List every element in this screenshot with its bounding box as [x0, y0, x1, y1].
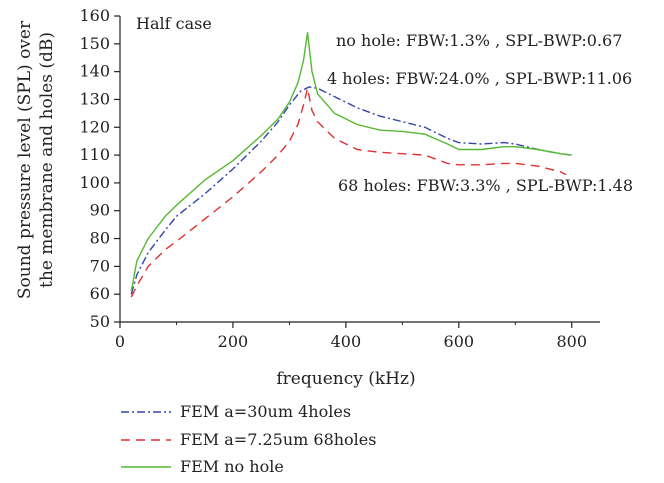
y-tick-label: 60	[90, 284, 110, 303]
y-tick-label: 70	[90, 256, 110, 275]
legend-label-4holes: FEM a=30um 4holes	[180, 402, 351, 421]
annotation-no-hole: no hole: FBW:1.3% , SPL-BWP:0.67	[336, 31, 622, 50]
series-line-2	[130, 32, 572, 292]
y-axis-label-line-1: Sound pressure level (SPL) over	[15, 20, 35, 299]
legend-label-no-hole: FEM no hole	[180, 457, 284, 476]
y-tick-label: 150	[79, 34, 110, 53]
plot-axes	[114, 15, 600, 328]
y-tick-label: 110	[79, 145, 110, 164]
y-tick-label: 100	[79, 173, 110, 192]
x-tick-label: 200	[218, 332, 249, 351]
x-tick-label: 400	[331, 332, 362, 351]
y-tick-label: 140	[79, 62, 110, 81]
y-axis-label-line-2: the membrane and holes (dB)	[37, 32, 57, 288]
series-line-0	[130, 86, 572, 295]
y-axis-label: Sound pressure level (SPL) over the memb…	[15, 20, 57, 299]
y-tick-label: 90	[90, 201, 110, 220]
y-tick-label: 120	[79, 117, 110, 136]
legend: FEM a=30um 4holes FEM a=7.25um 68holes F…	[121, 402, 376, 476]
legend-label-68holes: FEM a=7.25um 68holes	[180, 430, 376, 449]
x-axis-label: frequency (kHz)	[276, 369, 415, 389]
x-tick-label: 800	[556, 332, 587, 351]
panel-label: Half case	[136, 14, 212, 33]
x-tick-label: 600	[444, 332, 475, 351]
series-lines	[130, 32, 572, 298]
x-tick-label: 0	[115, 332, 125, 351]
y-tick-label: 160	[79, 6, 110, 25]
y-tick-label: 80	[90, 229, 110, 248]
series-line-1	[130, 87, 567, 298]
annotation-4-holes: 4 holes: FBW:24.0% , SPL-BWP:11.06	[327, 69, 632, 88]
y-tick-label: 130	[79, 89, 110, 108]
y-tick-label: 50	[90, 312, 110, 331]
tick-labels: 0 200 400 600 800 50 60 70 80 90 100 110 120 130 140 15…	[79, 6, 587, 351]
annotation-68-holes: 68 holes: FBW:3.3% , SPL-BWP:1.48	[338, 176, 633, 195]
